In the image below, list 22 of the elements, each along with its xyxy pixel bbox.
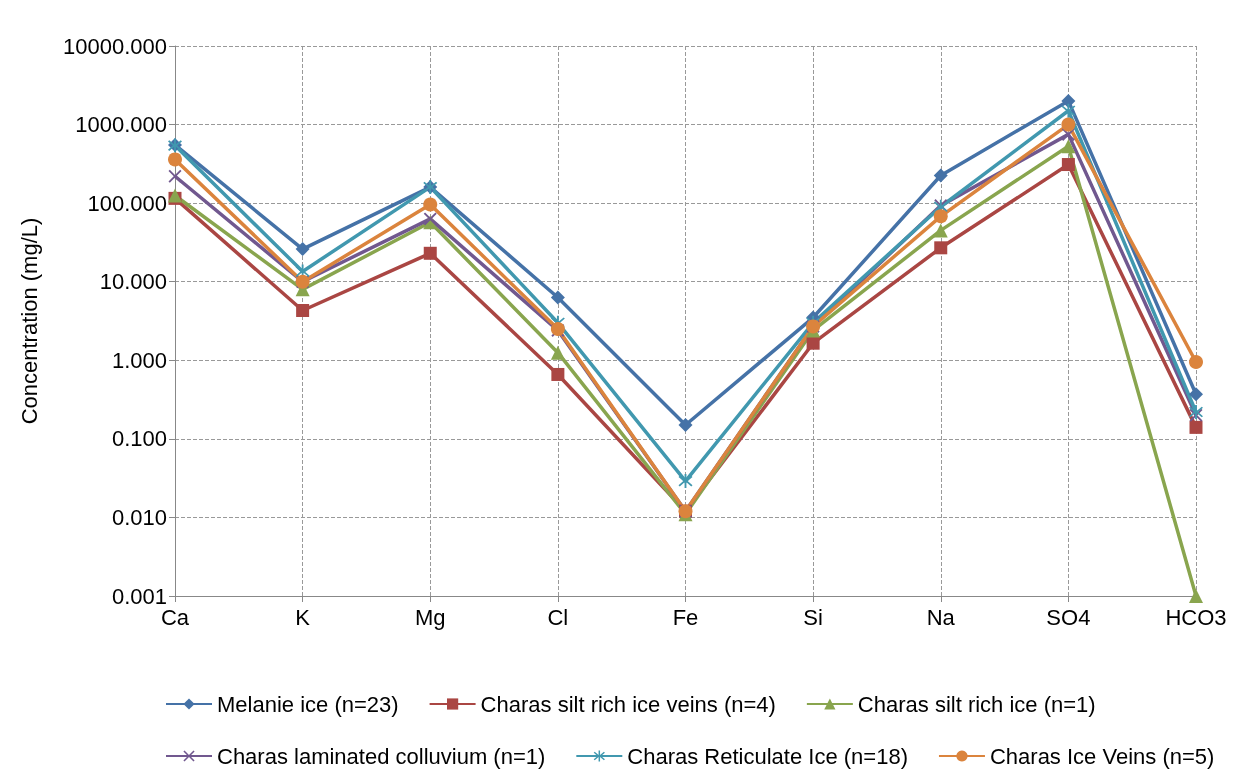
x-tick-label: Si bbox=[803, 604, 823, 630]
x-tick-label: HCO3 bbox=[1165, 604, 1227, 630]
x-tick-label: Na bbox=[926, 604, 956, 630]
x-tick-label: Fe bbox=[672, 604, 699, 630]
legend-label: Charas silt rich ice (n=1) bbox=[857, 691, 1096, 717]
legend-label: Charas Reticulate Ice (n=18) bbox=[627, 743, 908, 769]
legend-label: Charas Ice Veins (n=5) bbox=[989, 743, 1215, 769]
y-axis-title: Concentration (mg/L) bbox=[16, 217, 42, 425]
x-tick-label: Mg bbox=[414, 604, 446, 630]
y-tick-label: 0.100 bbox=[111, 426, 167, 452]
y-tick-label: 100.000 bbox=[87, 190, 167, 216]
x-tick-label: SO4 bbox=[1046, 604, 1091, 630]
x-tick-label: Cl bbox=[547, 604, 569, 630]
legend-label: Melanie ice (n=23) bbox=[217, 691, 399, 717]
x-tick-label: K bbox=[295, 604, 311, 630]
y-tick-label: 1000.000 bbox=[75, 112, 167, 138]
legend-label: Charas laminated colluvium (n=1) bbox=[217, 743, 546, 769]
y-tick-label: 10000.000 bbox=[63, 33, 167, 59]
y-tick-label: 1.000 bbox=[111, 347, 167, 373]
y-tick-label: 0.010 bbox=[111, 504, 167, 530]
y-tick-label: 10.000 bbox=[99, 269, 167, 295]
legend-label: Charas silt rich ice veins (n=4) bbox=[480, 691, 776, 717]
